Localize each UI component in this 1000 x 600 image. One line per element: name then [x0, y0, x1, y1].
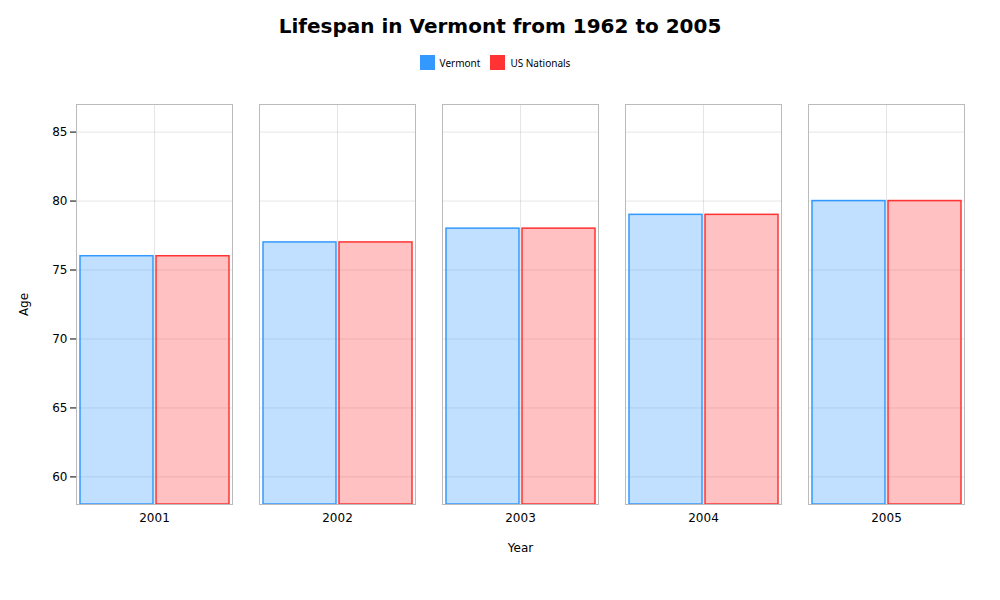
html-text:Vermont: Vermont: [439, 55, 481, 70]
svg-text:60: 60: [52, 470, 67, 484]
svg-text:75: 75: [52, 263, 67, 277]
html-text:Lifespan in Vermont from 1962: Lifespan in Vermont from 1962 to 2005: [278, 14, 722, 38]
svg-text:Age: Age: [17, 293, 31, 316]
svg-text:85: 85: [52, 125, 67, 139]
svg-text:80: 80: [52, 194, 67, 208]
svg-text:Year: Year: [507, 541, 533, 555]
svg-text:2001: 2001: [139, 511, 170, 525]
svg-text:2005: 2005: [871, 511, 902, 525]
svg-text:2003: 2003: [505, 511, 536, 525]
svg-text:2004: 2004: [688, 511, 719, 525]
svg-text:2002: 2002: [322, 511, 353, 525]
svg-text:70: 70: [52, 332, 67, 346]
svg-text:65: 65: [52, 401, 67, 415]
html-text:US Nationals: US Nationals: [510, 55, 571, 70]
